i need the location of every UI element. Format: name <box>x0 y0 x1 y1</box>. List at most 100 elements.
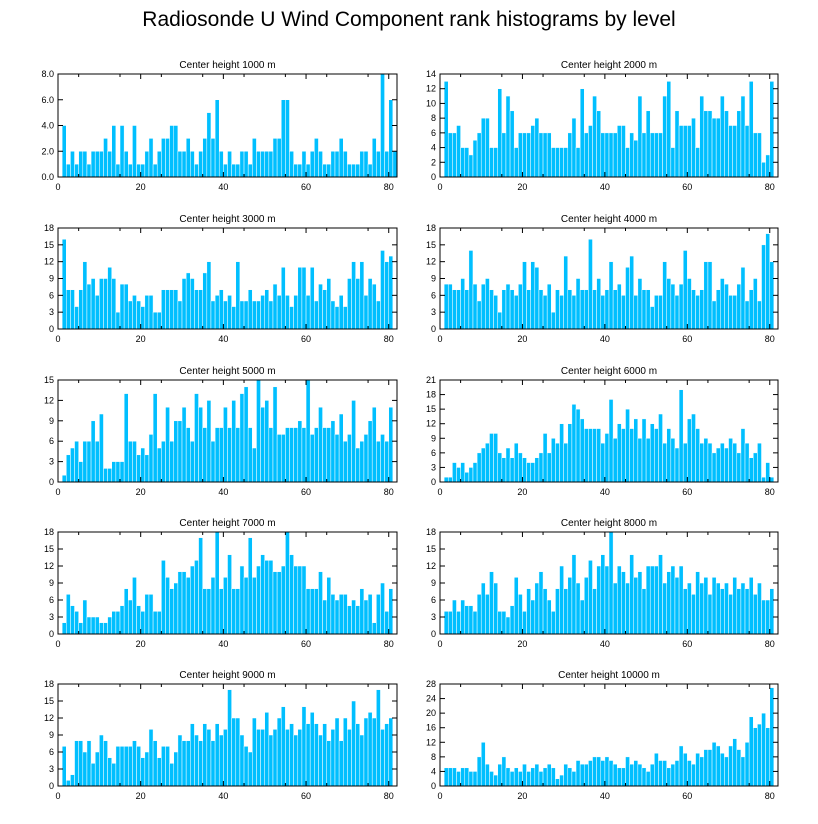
panel-3-ytick-label: 15 <box>44 240 54 250</box>
panel-7-xtick-label: 0 <box>55 639 60 649</box>
panel-2-xtick-label: 20 <box>517 182 527 192</box>
panel-9-bar-30 <box>181 740 187 787</box>
panel-1-bar-23 <box>152 163 158 178</box>
panel-2-bar-68 <box>720 95 725 178</box>
panel-2-ytick-label: 6 <box>431 128 436 138</box>
panel-9-bar-31 <box>185 740 191 787</box>
panel-1-bar-69 <box>343 151 348 178</box>
panel-7-bar-29 <box>177 571 183 635</box>
panel-10-bar-14 <box>497 763 503 787</box>
panel-10-bar-49 <box>641 767 647 787</box>
panel-7-bar-31 <box>185 577 191 635</box>
panel-8-bar-37 <box>592 588 597 635</box>
panel-6-xtick-label: 80 <box>765 487 775 497</box>
panel-8-bar-62 <box>695 571 700 635</box>
panel-5-bar-17 <box>128 440 133 483</box>
panel-4-bar-45 <box>625 267 630 330</box>
panel-6-bar-22 <box>530 462 536 483</box>
panel-1-xtick-label: 80 <box>384 182 394 192</box>
panel-4-bar-73 <box>740 267 746 330</box>
panel-3-bar-66 <box>330 300 336 330</box>
panel-6-bar-20 <box>522 457 527 483</box>
panel-8-bar-26 <box>546 599 552 635</box>
panel-8-bar-5 <box>460 599 465 635</box>
panel-1-bar-39 <box>218 151 224 178</box>
panel-6-bar-36 <box>588 428 593 483</box>
panel-7-bar-17 <box>128 599 133 635</box>
panel-9-bar-39 <box>218 734 224 787</box>
panel-10-bar-31 <box>567 767 573 787</box>
panel-7-xtick-label: 60 <box>301 639 311 649</box>
panel-7-bar-51 <box>268 560 274 635</box>
panel-4-xtick-label: 40 <box>600 334 610 344</box>
panel-7-bar-61 <box>309 588 315 635</box>
panel-9-bar-63 <box>318 734 323 787</box>
panel-8-bar-59 <box>682 588 688 635</box>
panel-8-bar-8 <box>472 611 478 635</box>
panel-3-bar-30 <box>181 278 187 330</box>
panel-10-bar-48 <box>637 763 643 787</box>
panel-3-bar-23 <box>152 311 158 330</box>
panel-1-bar-10 <box>99 151 104 178</box>
panel-2-bar-27 <box>551 147 556 178</box>
panel-10-ytick-label: 20 <box>426 708 436 718</box>
panel-10-frame <box>439 683 779 787</box>
panel-1-bar-76 <box>371 138 377 178</box>
panel-4-ytick-label: 15 <box>426 240 436 250</box>
panel-1-bar-35 <box>202 138 208 178</box>
panel-1-bar-53 <box>276 138 282 178</box>
panel-9-bar-20 <box>140 757 146 787</box>
panel-4-bar-8 <box>472 283 478 330</box>
panel-8-bar-54 <box>662 582 667 635</box>
panel-2-bar-3 <box>452 132 457 178</box>
panel-7-xtick-label: 40 <box>218 639 228 649</box>
panel-8-bar-1 <box>443 611 449 635</box>
panel-2-bar-48 <box>637 95 643 178</box>
panel-5-bar-14 <box>115 461 121 483</box>
panel-3-bar-19 <box>136 300 141 330</box>
panel-6-ytick-label: 0 <box>431 477 436 487</box>
panel-3-bar-4 <box>74 306 79 330</box>
panel-10-bar-39 <box>600 760 606 787</box>
panel-5-bar-2 <box>66 454 71 483</box>
panel-3-bar-50 <box>264 289 270 330</box>
panel-2-bar-67 <box>715 117 721 178</box>
panel-4-bar-43 <box>616 283 622 330</box>
panel-10-bar-15 <box>501 756 507 787</box>
panel-7-bar-27 <box>169 588 174 635</box>
panel-3-bar-74 <box>363 295 369 330</box>
panel-10-bar-9 <box>476 756 482 787</box>
panel-5-ytick-label: 15 <box>44 375 54 385</box>
panel-6-bar-11 <box>485 442 490 483</box>
panel-5-bar-70 <box>347 434 352 483</box>
panel-6-bar-14 <box>497 452 503 483</box>
panel-4-bar-67 <box>715 289 721 330</box>
panel-2-bar-65 <box>707 110 713 178</box>
panel-8-bar-7 <box>468 605 474 635</box>
panel-5-bar-62 <box>314 427 319 483</box>
panel-8-bar-55 <box>666 571 672 635</box>
panel-9-bar-53 <box>276 717 282 787</box>
panel-4-bar-31 <box>567 289 573 330</box>
panel-8-bar-73 <box>740 582 746 635</box>
panel-2-bar-53 <box>658 132 663 178</box>
panel-2-bar-2 <box>447 132 453 178</box>
panel-5-ytick-label: 3 <box>49 457 54 467</box>
panel-9-bar-41 <box>227 689 232 787</box>
panel-10-bar-55 <box>666 767 672 787</box>
panel-5-bar-54 <box>280 434 286 483</box>
panel-6-bar-69 <box>724 447 729 483</box>
panel-5-bar-52 <box>272 386 278 483</box>
panel-10-bar-64 <box>703 749 709 787</box>
panel-1-bar-46 <box>247 163 253 178</box>
panel-1-bar-42 <box>231 163 237 178</box>
panel-1-ytick-label: 4.0 <box>41 121 54 131</box>
panel-5-bar-30 <box>181 406 187 483</box>
panel-3-bar-39 <box>218 289 224 330</box>
panel-5-bar-35 <box>202 427 208 483</box>
panel-8-bar-44 <box>621 571 626 635</box>
panel-4-bar-6 <box>464 289 470 330</box>
panel-5-xtick-label: 20 <box>136 487 146 497</box>
panel-10-bar-63 <box>699 756 705 787</box>
panel-8-ytick-label: 6 <box>431 595 436 605</box>
